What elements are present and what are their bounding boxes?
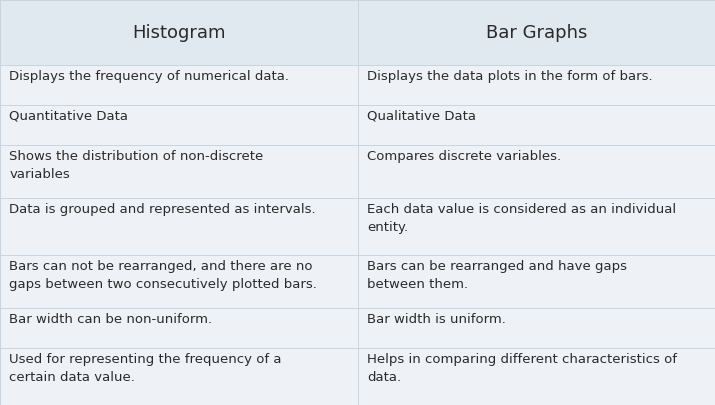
Text: Shows the distribution of non-discrete
variables: Shows the distribution of non-discrete v… [9, 149, 264, 181]
Text: Histogram: Histogram [132, 23, 225, 42]
Text: Helps in comparing different characteristics of
data.: Helps in comparing different characteris… [367, 352, 677, 384]
Text: Bars can not be rearranged, and there are no
gaps between two consecutively plot: Bars can not be rearranged, and there ar… [9, 260, 317, 291]
Bar [0, 255, 715, 308]
Bar [0, 145, 715, 198]
Bar [0, 0, 715, 65]
Bar [0, 308, 715, 347]
Text: Bar width is uniform.: Bar width is uniform. [367, 313, 506, 326]
Text: Each data value is considered as an individual
entity.: Each data value is considered as an indi… [367, 202, 676, 234]
Text: Compares discrete variables.: Compares discrete variables. [367, 149, 561, 162]
Text: Displays the data plots in the form of bars.: Displays the data plots in the form of b… [367, 70, 652, 83]
Bar [0, 65, 715, 105]
Text: Quantitative Data: Quantitative Data [9, 110, 128, 123]
Bar [0, 347, 715, 405]
Text: Displays the frequency of numerical data.: Displays the frequency of numerical data… [9, 70, 290, 83]
Text: Bar width can be non-uniform.: Bar width can be non-uniform. [9, 313, 212, 326]
Text: Bar Graphs: Bar Graphs [485, 23, 587, 42]
Text: Bars can be rearranged and have gaps
between them.: Bars can be rearranged and have gaps bet… [367, 260, 627, 291]
Text: Data is grouped and represented as intervals.: Data is grouped and represented as inter… [9, 202, 316, 215]
Bar [0, 198, 715, 255]
Text: Qualitative Data: Qualitative Data [367, 110, 475, 123]
Bar [0, 105, 715, 145]
Text: Used for representing the frequency of a
certain data value.: Used for representing the frequency of a… [9, 352, 282, 384]
